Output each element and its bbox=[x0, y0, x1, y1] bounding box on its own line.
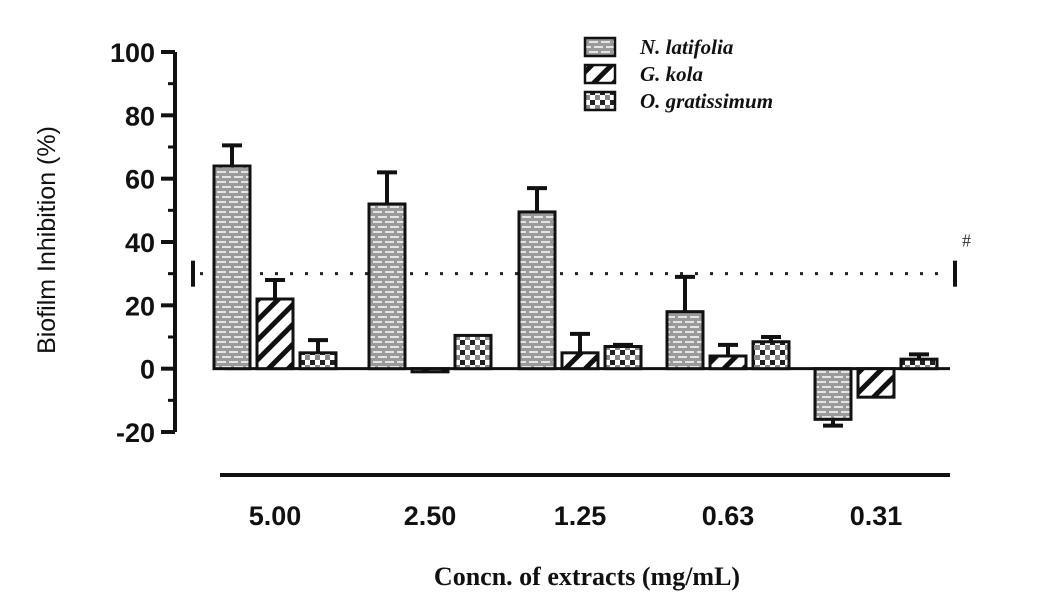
bar bbox=[367, 202, 407, 371]
reference-annotation: # bbox=[962, 231, 971, 251]
y-tick-label: 100 bbox=[110, 38, 155, 68]
bar bbox=[212, 164, 252, 371]
y-axis-label: Biofilm Inhibition (%) bbox=[33, 126, 61, 354]
legend-label: O. gratissimum bbox=[640, 89, 773, 113]
y-tick-label: -20 bbox=[116, 418, 155, 448]
bar bbox=[899, 357, 939, 371]
legend-swatch bbox=[583, 63, 617, 85]
bar bbox=[665, 310, 705, 371]
y-tick-label: 40 bbox=[125, 228, 155, 258]
x-axis-label: Concn. of extracts (mg/mL) bbox=[434, 562, 740, 591]
legend-swatch bbox=[583, 36, 617, 58]
x-tick-label: 0.63 bbox=[702, 501, 755, 531]
y-tick-label: 60 bbox=[125, 165, 155, 195]
legend-label: N. latifolia bbox=[639, 35, 733, 59]
bar bbox=[708, 354, 748, 371]
legend-label: G. kola bbox=[640, 62, 703, 86]
y-tick-label: 80 bbox=[125, 101, 155, 131]
bar bbox=[856, 367, 896, 399]
y-tick-label: 20 bbox=[125, 291, 155, 321]
x-tick-label: 1.25 bbox=[554, 501, 607, 531]
bar bbox=[751, 340, 791, 371]
legend-swatch bbox=[583, 90, 617, 112]
bar bbox=[603, 345, 643, 371]
bar bbox=[517, 210, 557, 371]
bar bbox=[298, 351, 338, 371]
x-tick-label: 2.50 bbox=[404, 501, 457, 531]
bar bbox=[255, 297, 295, 371]
bar bbox=[453, 333, 493, 371]
y-tick-label: 0 bbox=[140, 355, 155, 385]
bar bbox=[560, 351, 600, 371]
x-tick-label: 0.31 bbox=[850, 501, 903, 531]
x-tick-label: 5.00 bbox=[249, 501, 302, 531]
bar bbox=[410, 367, 450, 374]
bar bbox=[813, 367, 853, 421]
